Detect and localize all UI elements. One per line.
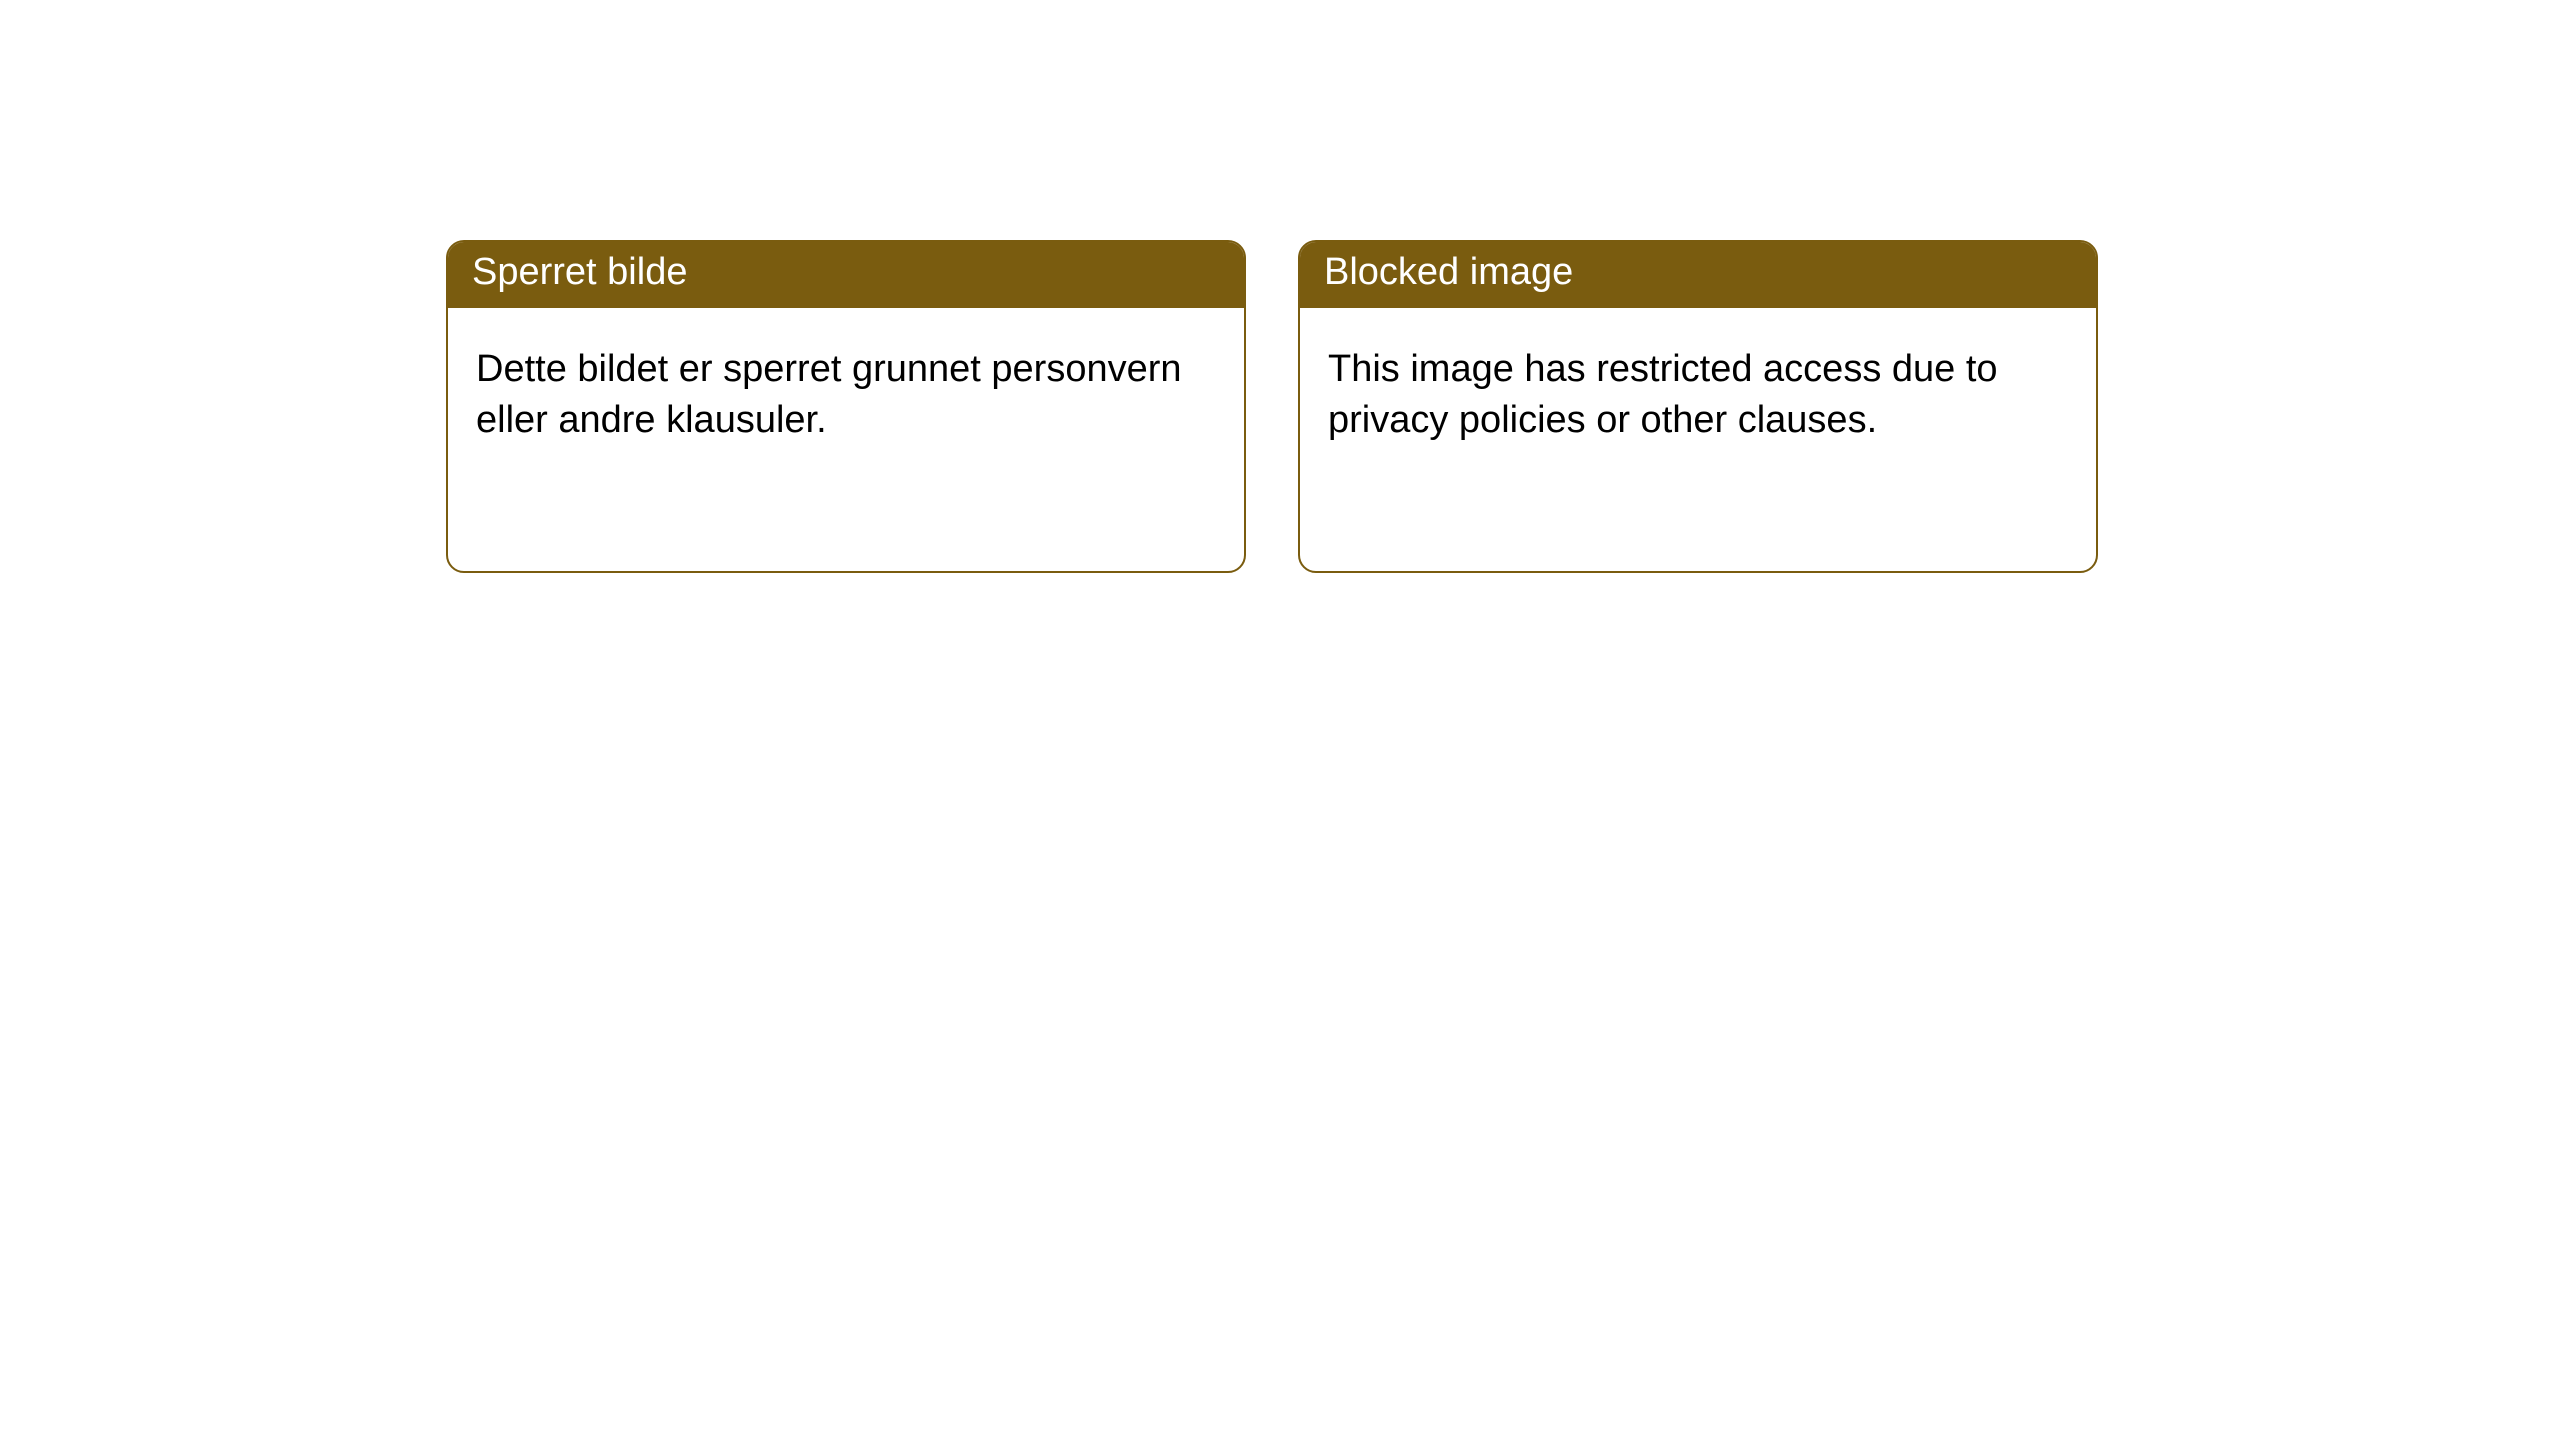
card-title: Blocked image (1300, 242, 2096, 308)
card-body-text: This image has restricted access due to … (1300, 308, 2096, 475)
card-title: Sperret bilde (448, 242, 1244, 308)
notice-card-norwegian: Sperret bilde Dette bildet er sperret gr… (446, 240, 1246, 573)
notice-container: Sperret bilde Dette bildet er sperret gr… (0, 0, 2560, 573)
notice-card-english: Blocked image This image has restricted … (1298, 240, 2098, 573)
card-body-text: Dette bildet er sperret grunnet personve… (448, 308, 1244, 475)
